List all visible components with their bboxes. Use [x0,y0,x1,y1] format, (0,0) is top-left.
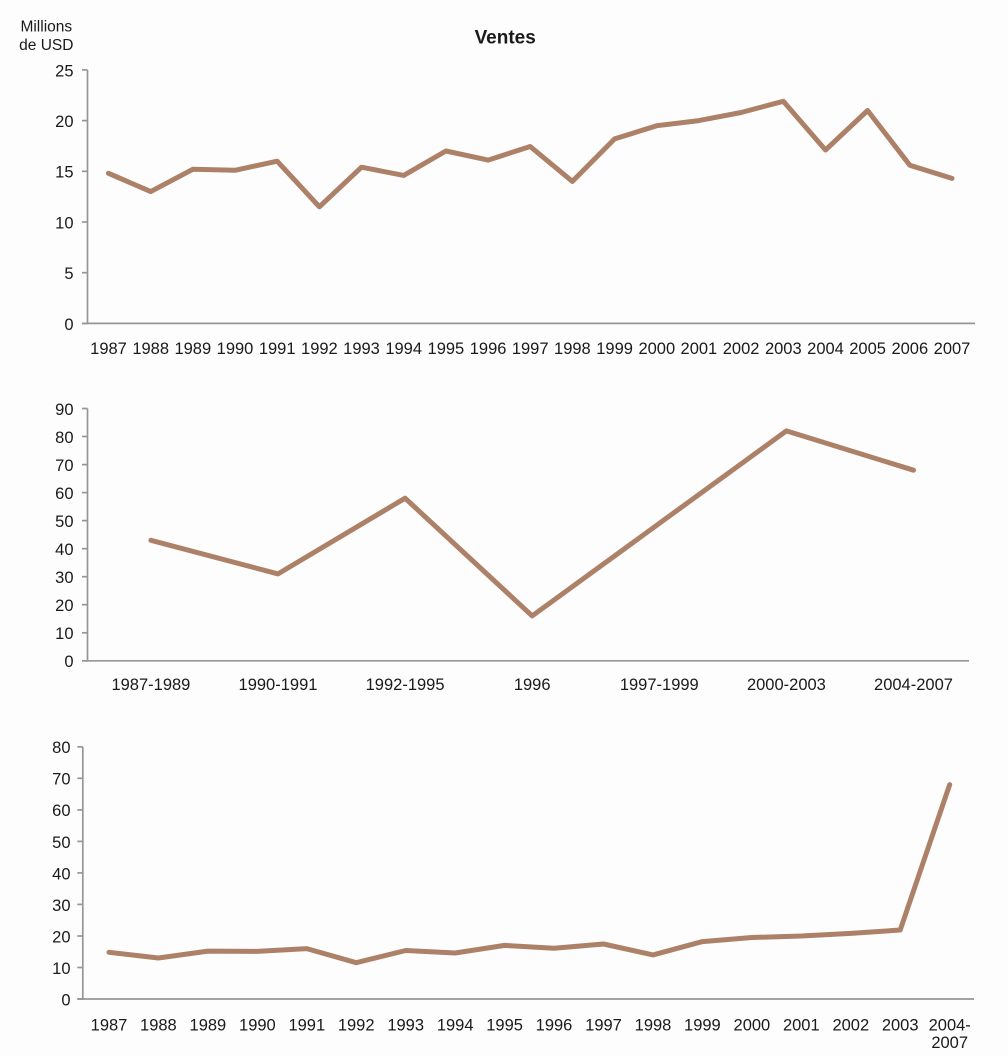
svg-text:0: 0 [64,653,73,671]
svg-text:30: 30 [52,897,70,915]
svg-text:1999: 1999 [596,340,633,358]
svg-text:60: 60 [55,485,73,503]
svg-text:0: 0 [64,316,73,334]
svg-text:de USD: de USD [19,37,73,54]
svg-text:80: 80 [55,429,73,447]
svg-text:1987: 1987 [90,340,127,358]
svg-text:1990: 1990 [239,1016,276,1034]
svg-text:2004-2007: 2004-2007 [874,676,953,694]
svg-text:1990: 1990 [217,340,254,358]
svg-text:1998: 1998 [635,1016,672,1034]
svg-text:20: 20 [55,597,73,615]
svg-text:2006: 2006 [891,340,928,358]
svg-text:1989: 1989 [174,340,211,358]
svg-text:1988: 1988 [140,1016,177,1034]
svg-text:70: 70 [55,457,73,475]
svg-text:2000: 2000 [638,340,675,358]
svg-text:50: 50 [52,834,70,852]
svg-text:1995: 1995 [486,1016,523,1034]
svg-text:1991: 1991 [259,340,296,358]
svg-text:15: 15 [55,164,73,182]
svg-text:1998: 1998 [554,340,591,358]
svg-text:80: 80 [52,739,70,757]
svg-text:1993: 1993 [387,1016,424,1034]
svg-text:10: 10 [55,625,73,643]
svg-text:50: 50 [55,513,73,531]
svg-text:60: 60 [52,802,70,820]
svg-text:2000-2003: 2000-2003 [747,676,826,694]
svg-text:2004-: 2004- [929,1016,971,1034]
svg-text:2007: 2007 [934,340,971,358]
svg-text:1990-1991: 1990-1991 [239,676,318,694]
svg-text:2001: 2001 [681,340,718,358]
svg-text:1989: 1989 [190,1016,227,1034]
svg-text:2003: 2003 [882,1016,919,1034]
svg-text:1995: 1995 [428,340,465,358]
svg-text:1987: 1987 [91,1016,128,1034]
svg-text:20: 20 [55,113,73,131]
svg-text:1996: 1996 [536,1016,573,1034]
svg-text:2004: 2004 [807,340,844,358]
svg-text:2002: 2002 [723,340,760,358]
svg-text:2007: 2007 [931,1034,968,1052]
svg-text:10: 10 [55,214,73,232]
svg-text:2001: 2001 [783,1016,820,1034]
svg-text:10: 10 [52,960,70,978]
svg-text:1999: 1999 [684,1016,721,1034]
svg-text:40: 40 [52,865,70,883]
svg-text:40: 40 [55,541,73,559]
svg-text:1992: 1992 [301,340,338,358]
svg-text:1996: 1996 [470,340,507,358]
svg-text:1997: 1997 [585,1016,622,1034]
svg-text:1994: 1994 [385,340,422,358]
svg-text:70: 70 [52,771,70,789]
svg-text:1997-1999: 1997-1999 [620,676,699,694]
svg-text:2005: 2005 [849,340,886,358]
svg-text:5: 5 [64,265,73,283]
svg-text:30: 30 [55,569,73,587]
svg-text:2000: 2000 [734,1016,771,1034]
svg-text:1994: 1994 [437,1016,474,1034]
svg-text:1991: 1991 [288,1016,325,1034]
svg-text:1988: 1988 [132,340,169,358]
svg-text:90: 90 [55,401,73,419]
svg-text:Ventes: Ventes [475,27,536,48]
svg-text:20: 20 [52,928,70,946]
svg-text:0: 0 [61,991,70,1009]
svg-text:1987-1989: 1987-1989 [111,676,190,694]
svg-text:1992-1995: 1992-1995 [366,676,445,694]
svg-text:1992: 1992 [338,1016,375,1034]
svg-text:1997: 1997 [512,340,549,358]
svg-text:2002: 2002 [832,1016,869,1034]
svg-text:25: 25 [55,62,73,80]
svg-text:2003: 2003 [765,340,802,358]
svg-text:1993: 1993 [343,340,380,358]
svg-text:1996: 1996 [514,676,551,694]
svg-text:Millions: Millions [20,19,72,36]
